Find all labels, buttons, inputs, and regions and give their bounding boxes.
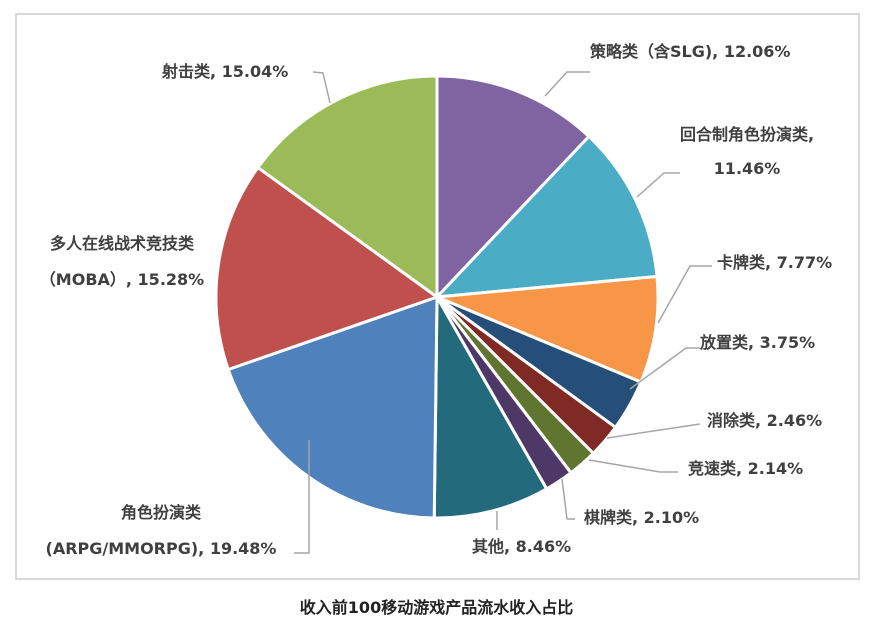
label-racing: 竞速类, 2.14% [688, 459, 804, 478]
label-rpg-value: (ARPG/MMORPG), 19.48% [45, 539, 277, 558]
label-turn-rpg-name: 回合制角色扮演类, [679, 125, 815, 144]
label-slg: 策略类（含SLG), 12.06% [590, 42, 791, 61]
pie-slice [435, 74, 591, 299]
leader-lines [294, 71, 712, 554]
label-idle: 放置类, 3.75% [700, 333, 816, 352]
label-rpg-name: 角色扮演类 [120, 503, 201, 522]
pie-slice [256, 74, 439, 299]
label-card: 卡牌类, 7.77% [717, 253, 833, 272]
chart-caption: 收入前100移动游戏产品流水收入占比 [299, 598, 574, 617]
label-chess: 棋牌类, 2.10% [584, 508, 700, 527]
pie-slices [214, 74, 660, 520]
label-shooter: 射击类, 15.04% [162, 62, 289, 81]
label-match: 消除类, 2.46% [707, 411, 823, 430]
label-moba-value: （MOBA）, 15.28% [39, 270, 205, 289]
label-turn-rpg-value: 11.46% [713, 159, 781, 178]
pie-slice [432, 295, 549, 520]
pie-slice [214, 166, 439, 371]
label-other: 其他, 8.46% [472, 537, 572, 556]
pie-slice [435, 134, 659, 299]
label-moba-name: 多人在线战术竞技类 [49, 234, 194, 253]
